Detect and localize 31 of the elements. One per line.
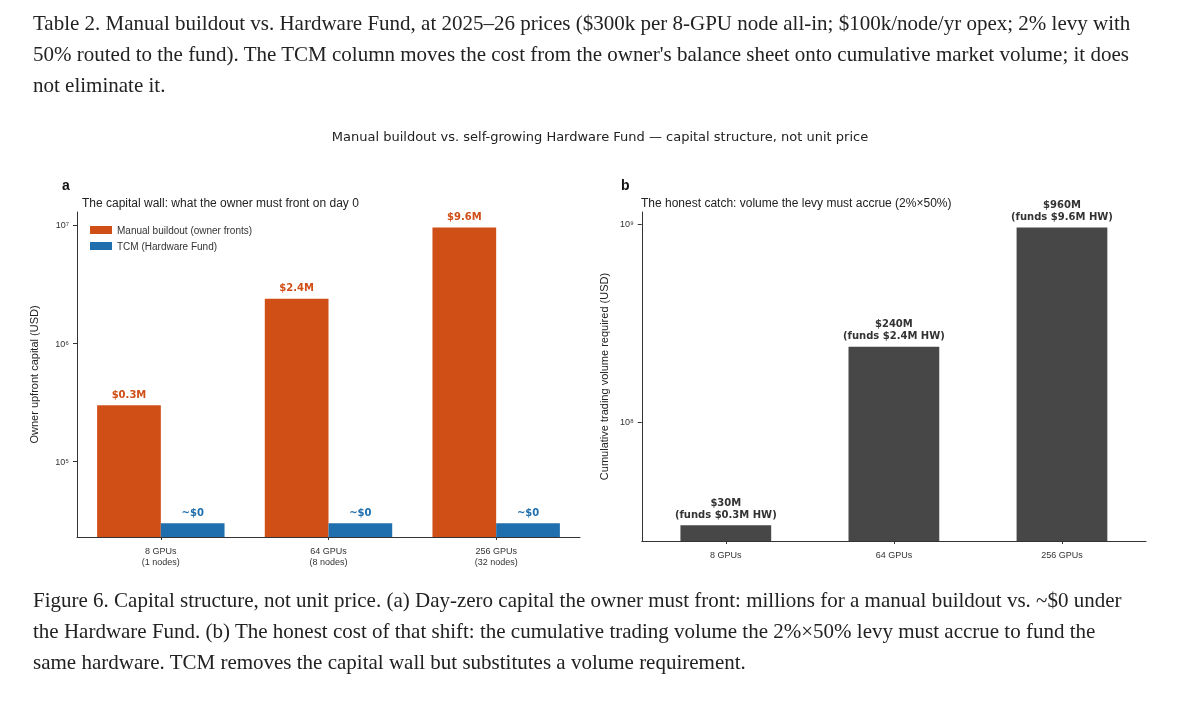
text: a bbox=[62, 177, 70, 193]
y-axis-title: Cumulative trading volume required (USD) bbox=[597, 272, 610, 481]
x-tick-label: 64 GPUs bbox=[875, 549, 913, 560]
annotation: ~$0 bbox=[349, 506, 372, 518]
data-label: $0.3M bbox=[111, 388, 147, 400]
x-tick-label: 64 GPUs (8 nodes) bbox=[309, 545, 348, 567]
caption: Figure 6. Capital structure, not unit price. (a) Day-zero capital the owner must front: millions for a manual buildout vs. ~$0 under the Hardware Fund. (b) The honest cost of that shift: the cumulative trading volume the 2%×50% levy must accrue to fund the same hardware. TCM removes the capital wall but substitutes a volume requirement. bbox=[33, 587, 1123, 676]
data-label: $30M (funds $0.3M HW) bbox=[674, 496, 777, 520]
annotation: ~$0 bbox=[516, 506, 540, 518]
data-label: $2.4M bbox=[279, 282, 314, 294]
data-label: $960M (funds $9.6M HW) bbox=[1011, 199, 1113, 223]
y-tick-label: 10⁹ bbox=[619, 219, 634, 230]
x-tick-label: 8 GPUs (1 nodes) bbox=[141, 545, 180, 567]
text: b bbox=[621, 177, 630, 193]
annotation: ~$0 bbox=[181, 506, 204, 518]
legend-label: TCM (Hardware Fund) bbox=[117, 240, 218, 252]
y-tick-label: 10⁸ bbox=[619, 416, 634, 427]
x-tick-label: 8 GPUs bbox=[710, 549, 743, 560]
x-tick-label: 256 GPUs (32 nodes) bbox=[474, 545, 518, 567]
text: Manual buildout vs. self-growing Hardware Fund — capital structure, not unit price bbox=[330, 129, 870, 144]
y-tick-label: 10⁶ bbox=[55, 338, 70, 349]
chart-title: The honest catch: volume the levy must accrue (2%×50%) bbox=[641, 196, 952, 210]
legend-label: Manual buildout (owner fronts) bbox=[117, 224, 253, 236]
caption: Table 2. Manual buildout vs. Hardware Fund, at 2025–26 prices ($300k per 8-GPU node all-in; $100k/node/yr opex; 2% levy with 50% routed to the fund). The TCM column moves the cost from the owner's balance sheet onto cumulative market volume; it does not eliminate it. bbox=[33, 10, 1132, 99]
chart-title: The capital wall: what the owner must front on day 0 bbox=[82, 196, 360, 210]
y-tick-label: 10⁷ bbox=[55, 220, 69, 231]
y-tick-label: 10⁵ bbox=[55, 456, 70, 467]
data-label: $9.6M bbox=[447, 211, 482, 223]
x-tick-label: 256 GPUs bbox=[1041, 549, 1084, 560]
data-label: $240M (funds $2.4M HW) bbox=[842, 318, 945, 342]
y-axis-title: Owner upfront capital (USD) bbox=[27, 305, 40, 444]
